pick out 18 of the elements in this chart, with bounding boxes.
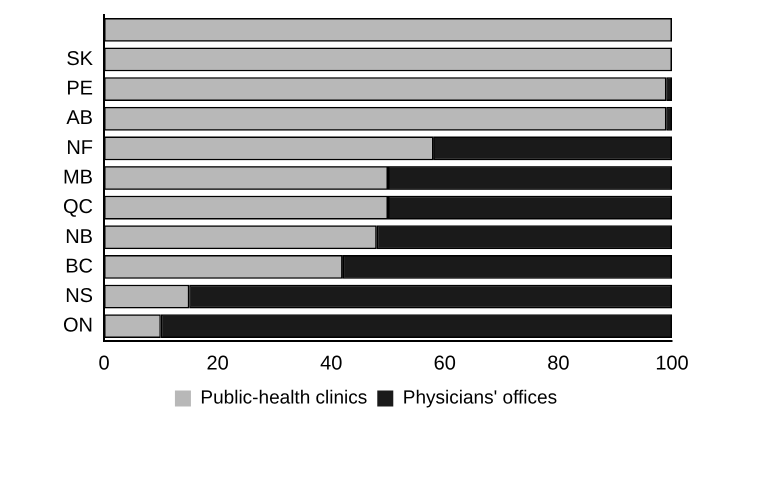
y-tick-label: QC: [63, 196, 93, 218]
y-tick-label: NF: [66, 136, 93, 159]
y-tick-label: NB: [65, 226, 93, 248]
y-tick-label: BC: [65, 255, 93, 278]
y-tick-label: PE: [66, 78, 93, 100]
x-tick-label: 80: [547, 352, 570, 375]
x-tick-label: 20: [206, 352, 229, 375]
legend-label: Physicians' offices: [402, 388, 558, 409]
y-tick-label: SK: [66, 48, 94, 70]
y-tick-label: AB: [66, 107, 93, 130]
y-tick-label: NS: [65, 285, 93, 308]
x-tick-label: 100: [655, 352, 689, 375]
y-tick-label: ON: [63, 314, 93, 337]
x-tick-label: 40: [320, 352, 342, 375]
x-tick-label: 60: [434, 352, 456, 375]
y-tick-label: MB: [63, 166, 93, 189]
x-tick-label: 0: [98, 352, 110, 375]
legend-label: Public-health clinics: [200, 388, 368, 409]
